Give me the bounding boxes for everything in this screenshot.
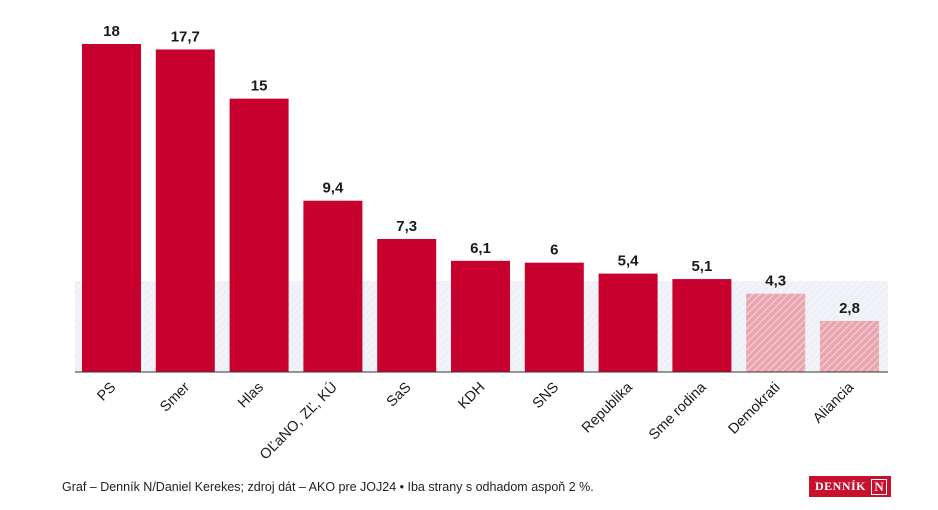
category-label-4: SaS [384,380,415,411]
bar-9 [746,293,806,372]
bar-8 [672,279,732,372]
category-label-2: Hlas [235,380,267,412]
category-label-5: KDH [455,380,488,413]
value-label-1: 17,7 [171,28,200,45]
value-label-4: 7,3 [396,218,417,235]
bar-0 [82,44,141,372]
value-label-0: 18 [103,23,120,40]
category-label-1: Smer [157,379,193,415]
bar-6 [524,262,584,372]
bar-3 [303,200,363,372]
bar-chart: 18 17,7 15 9,4 7,3 6,1 6 5,4 5,1 4,3 2,8 PS Smer Hla… [75,23,888,463]
dennik-n-logo: DENNÍK N [809,476,892,497]
value-label-9: 4,3 [765,273,786,290]
value-label-10: 2,8 [839,300,860,317]
logo-n-mark: N [871,478,888,495]
bar-10 [820,320,879,372]
bar-1 [155,49,215,372]
bar-2 [229,98,289,373]
logo-text: DENNÍK [815,479,867,493]
bar-5 [451,260,510,372]
category-label-6: SNS [530,380,562,412]
category-label-0: PS [94,380,119,405]
category-label-10: Aliancia [810,379,858,427]
category-label-3: OĽaNO, ZĽ, KÚ [256,379,340,463]
value-label-5: 6,1 [470,240,491,257]
bar-7 [598,273,658,372]
chart-source-note: Graf – Denník N/Daniel Kerekes; zdroj dá… [62,480,594,494]
category-label-9: Demokrati [725,380,783,438]
category-label-7: Republika [579,379,637,437]
value-label-8: 5,1 [691,258,712,275]
bar-4 [377,238,437,372]
value-label-6: 6 [550,242,558,259]
value-label-7: 5,4 [618,253,640,270]
category-label-8: Sme rodina [646,379,710,443]
value-label-2: 15 [251,78,268,95]
value-label-3: 9,4 [322,180,344,197]
